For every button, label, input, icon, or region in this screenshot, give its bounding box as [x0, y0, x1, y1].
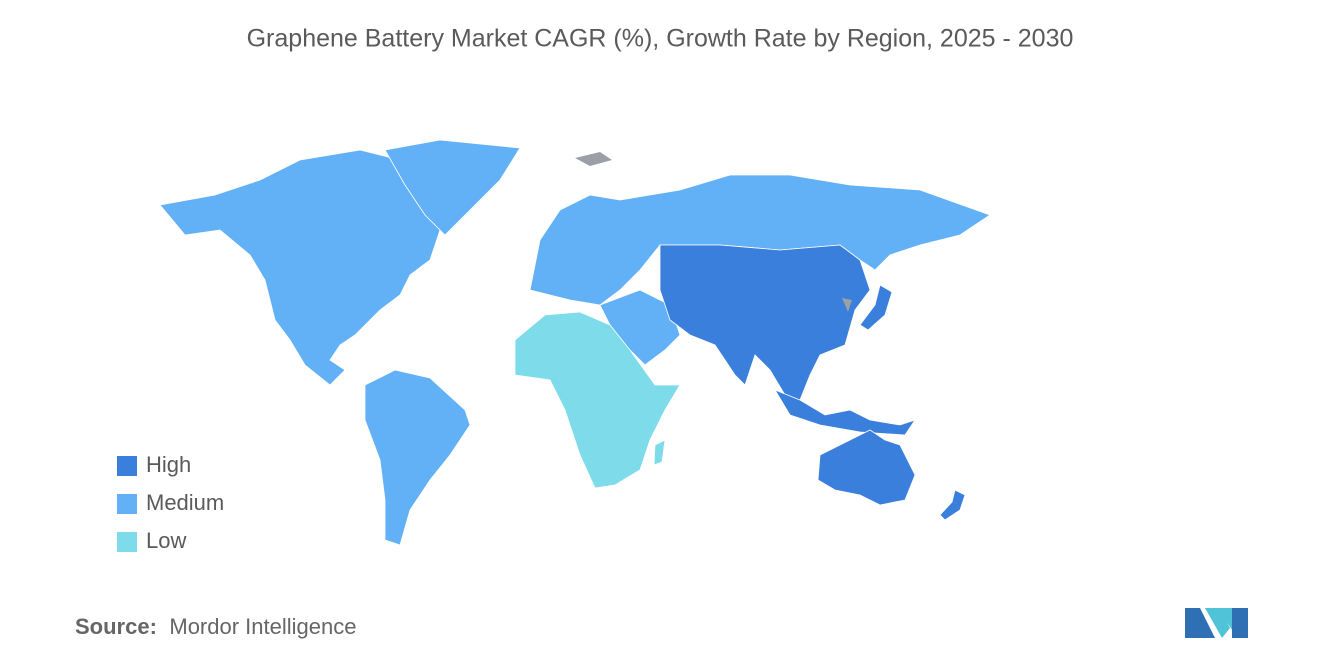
- korea: [842, 298, 852, 312]
- legend-label: Low: [146, 528, 186, 553]
- legend-swatch: [117, 494, 137, 514]
- japan: [859, 284, 893, 331]
- logo: [1185, 608, 1248, 638]
- europe-russia: [529, 174, 991, 306]
- north-america: [159, 149, 441, 386]
- asia: [659, 244, 871, 401]
- australia: [817, 429, 916, 506]
- legend-swatch: [117, 532, 137, 552]
- south-america: [364, 369, 471, 546]
- new-zealand: [939, 489, 966, 521]
- legend-label: High: [146, 452, 191, 477]
- greenland: [384, 139, 521, 236]
- southeast-asia-islands: [774, 389, 916, 436]
- africa: [514, 311, 681, 489]
- legend: High Medium Low: [117, 452, 224, 553]
- source-name: Mordor Intelligence: [169, 614, 356, 639]
- svalbard: [575, 152, 612, 166]
- source: Source: Mordor Intelligence: [75, 614, 356, 639]
- legend-swatch: [117, 456, 137, 476]
- title: Graphene Battery Market CAGR (%), Growth…: [247, 25, 1074, 53]
- madagascar: [653, 439, 666, 466]
- world-map: [159, 139, 991, 546]
- source-label: Source:: [75, 614, 157, 639]
- legend-label: Medium: [146, 490, 224, 515]
